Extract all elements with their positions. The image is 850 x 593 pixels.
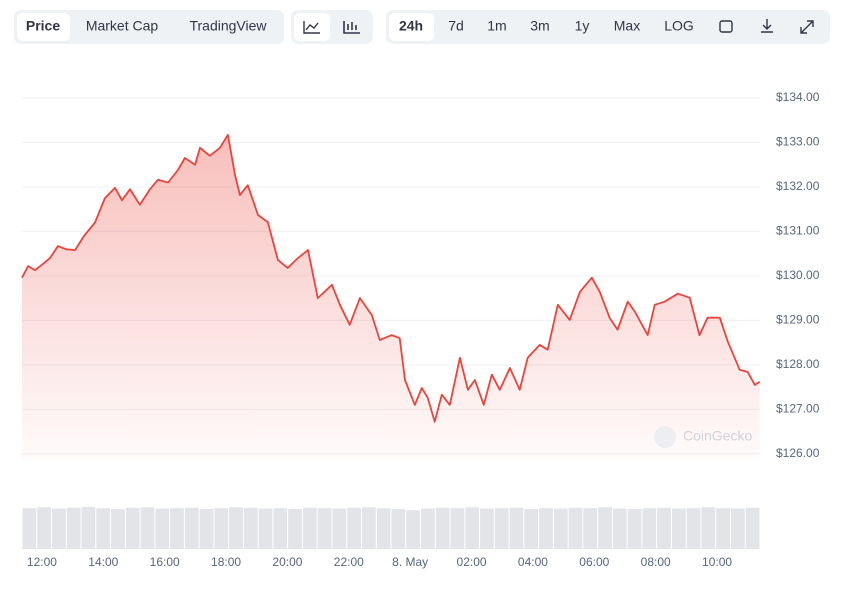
range-button[interactable]: LOG <box>664 18 694 34</box>
volume-bar <box>111 509 125 549</box>
volume-bar <box>583 508 598 549</box>
price-line <box>21 134 761 423</box>
volume-bar <box>539 508 553 549</box>
volume-bar <box>524 509 539 549</box>
volume-bar <box>376 508 391 549</box>
range-group <box>386 10 830 44</box>
y-tick-label: $134.00 <box>776 90 820 104</box>
x-tick-label: 8. May <box>392 555 428 569</box>
x-tick-label: 14:00 <box>88 555 118 569</box>
volume-bar <box>52 508 66 549</box>
x-tick-label: 22:00 <box>334 555 364 569</box>
volume-bar <box>288 509 302 549</box>
volume-bar <box>229 507 243 549</box>
volume-bar <box>509 507 524 549</box>
x-tick-label: 18:00 <box>211 555 241 569</box>
y-tick-label: $131.00 <box>776 224 820 238</box>
volume-bar <box>686 508 701 549</box>
range-button[interactable]: 3m <box>530 18 549 34</box>
range-button[interactable]: 1m <box>487 18 506 34</box>
x-tick-label: 10:00 <box>702 555 732 569</box>
volume-bar <box>347 507 361 549</box>
y-tick-label: $129.00 <box>776 313 820 327</box>
volume-bar <box>553 508 568 549</box>
volume-bar <box>730 508 745 549</box>
volume-bar <box>170 508 184 549</box>
volume-bar <box>184 507 199 549</box>
watermark: CoinGecko <box>683 428 752 444</box>
volume-bar <box>450 508 465 549</box>
volume-bar <box>406 510 421 549</box>
x-tick-label: 06:00 <box>579 555 609 569</box>
volume-bar <box>125 507 140 549</box>
range-button[interactable]: 1y <box>575 18 590 34</box>
volume-bar <box>701 507 716 549</box>
volume-bar <box>642 508 657 549</box>
y-tick-label: $128.00 <box>776 357 820 371</box>
volume-bar <box>199 509 214 549</box>
watermark-logo <box>654 426 676 448</box>
volume-bar <box>332 508 347 549</box>
range-button[interactable]: Max <box>614 18 640 34</box>
download-icon[interactable] <box>761 19 773 33</box>
volume-bar <box>716 508 730 549</box>
volume-bar <box>66 507 81 549</box>
volume-bar <box>480 508 494 549</box>
tab[interactable]: Price <box>26 18 60 34</box>
volume-bar <box>81 506 96 549</box>
tab[interactable]: TradingView <box>189 18 267 34</box>
volume-bar <box>671 508 686 549</box>
volume-bar <box>214 508 229 549</box>
y-tick-label: $126.00 <box>776 446 820 460</box>
y-tick-label: $130.00 <box>776 268 820 282</box>
volume-bar <box>273 508 288 549</box>
x-tick-label: 08:00 <box>641 555 671 569</box>
line-icon[interactable] <box>303 21 320 34</box>
volume-bar <box>465 507 480 549</box>
volume-bar <box>361 507 376 549</box>
tab[interactable]: Market Cap <box>86 18 159 34</box>
volume-bar <box>96 508 111 549</box>
range-button[interactable]: 24h <box>399 18 423 34</box>
volume-bar <box>421 508 435 549</box>
y-tick-label: $132.00 <box>776 179 820 193</box>
range-button[interactable]: 7d <box>448 18 464 34</box>
calendar-icon[interactable] <box>719 20 733 33</box>
volume-bar <box>494 508 509 549</box>
active-tab <box>17 13 70 41</box>
volume-bar <box>140 507 155 549</box>
volume-bar <box>22 508 37 549</box>
volume-bar <box>745 507 760 549</box>
y-tick-label: $127.00 <box>776 402 820 416</box>
view-group <box>14 10 284 44</box>
active-range <box>389 13 434 41</box>
y-tick-label: $133.00 <box>776 135 820 149</box>
volume-bar <box>612 508 627 549</box>
x-tick-label: 16:00 <box>150 555 180 569</box>
volume-bar <box>435 507 450 549</box>
x-tick-label: 20:00 <box>272 555 302 569</box>
volume-bar <box>568 507 583 549</box>
volume-bar <box>258 508 273 549</box>
volume-bar <box>243 507 258 549</box>
volume-bar <box>391 509 406 549</box>
volume-bar <box>317 508 332 549</box>
expand-icon[interactable] <box>800 20 814 34</box>
x-tick-label: 02:00 <box>457 555 487 569</box>
volume-bar <box>155 508 170 549</box>
area-fill <box>22 134 760 461</box>
volume-bar <box>598 507 612 549</box>
candle-icon[interactable] <box>343 21 360 34</box>
volume-bar <box>627 509 642 549</box>
volume-bar <box>37 507 52 549</box>
x-tick-label: 12:00 <box>27 555 57 569</box>
volume-bar <box>302 507 317 549</box>
x-tick-label: 04:00 <box>518 555 548 569</box>
volume-bar <box>657 507 671 549</box>
